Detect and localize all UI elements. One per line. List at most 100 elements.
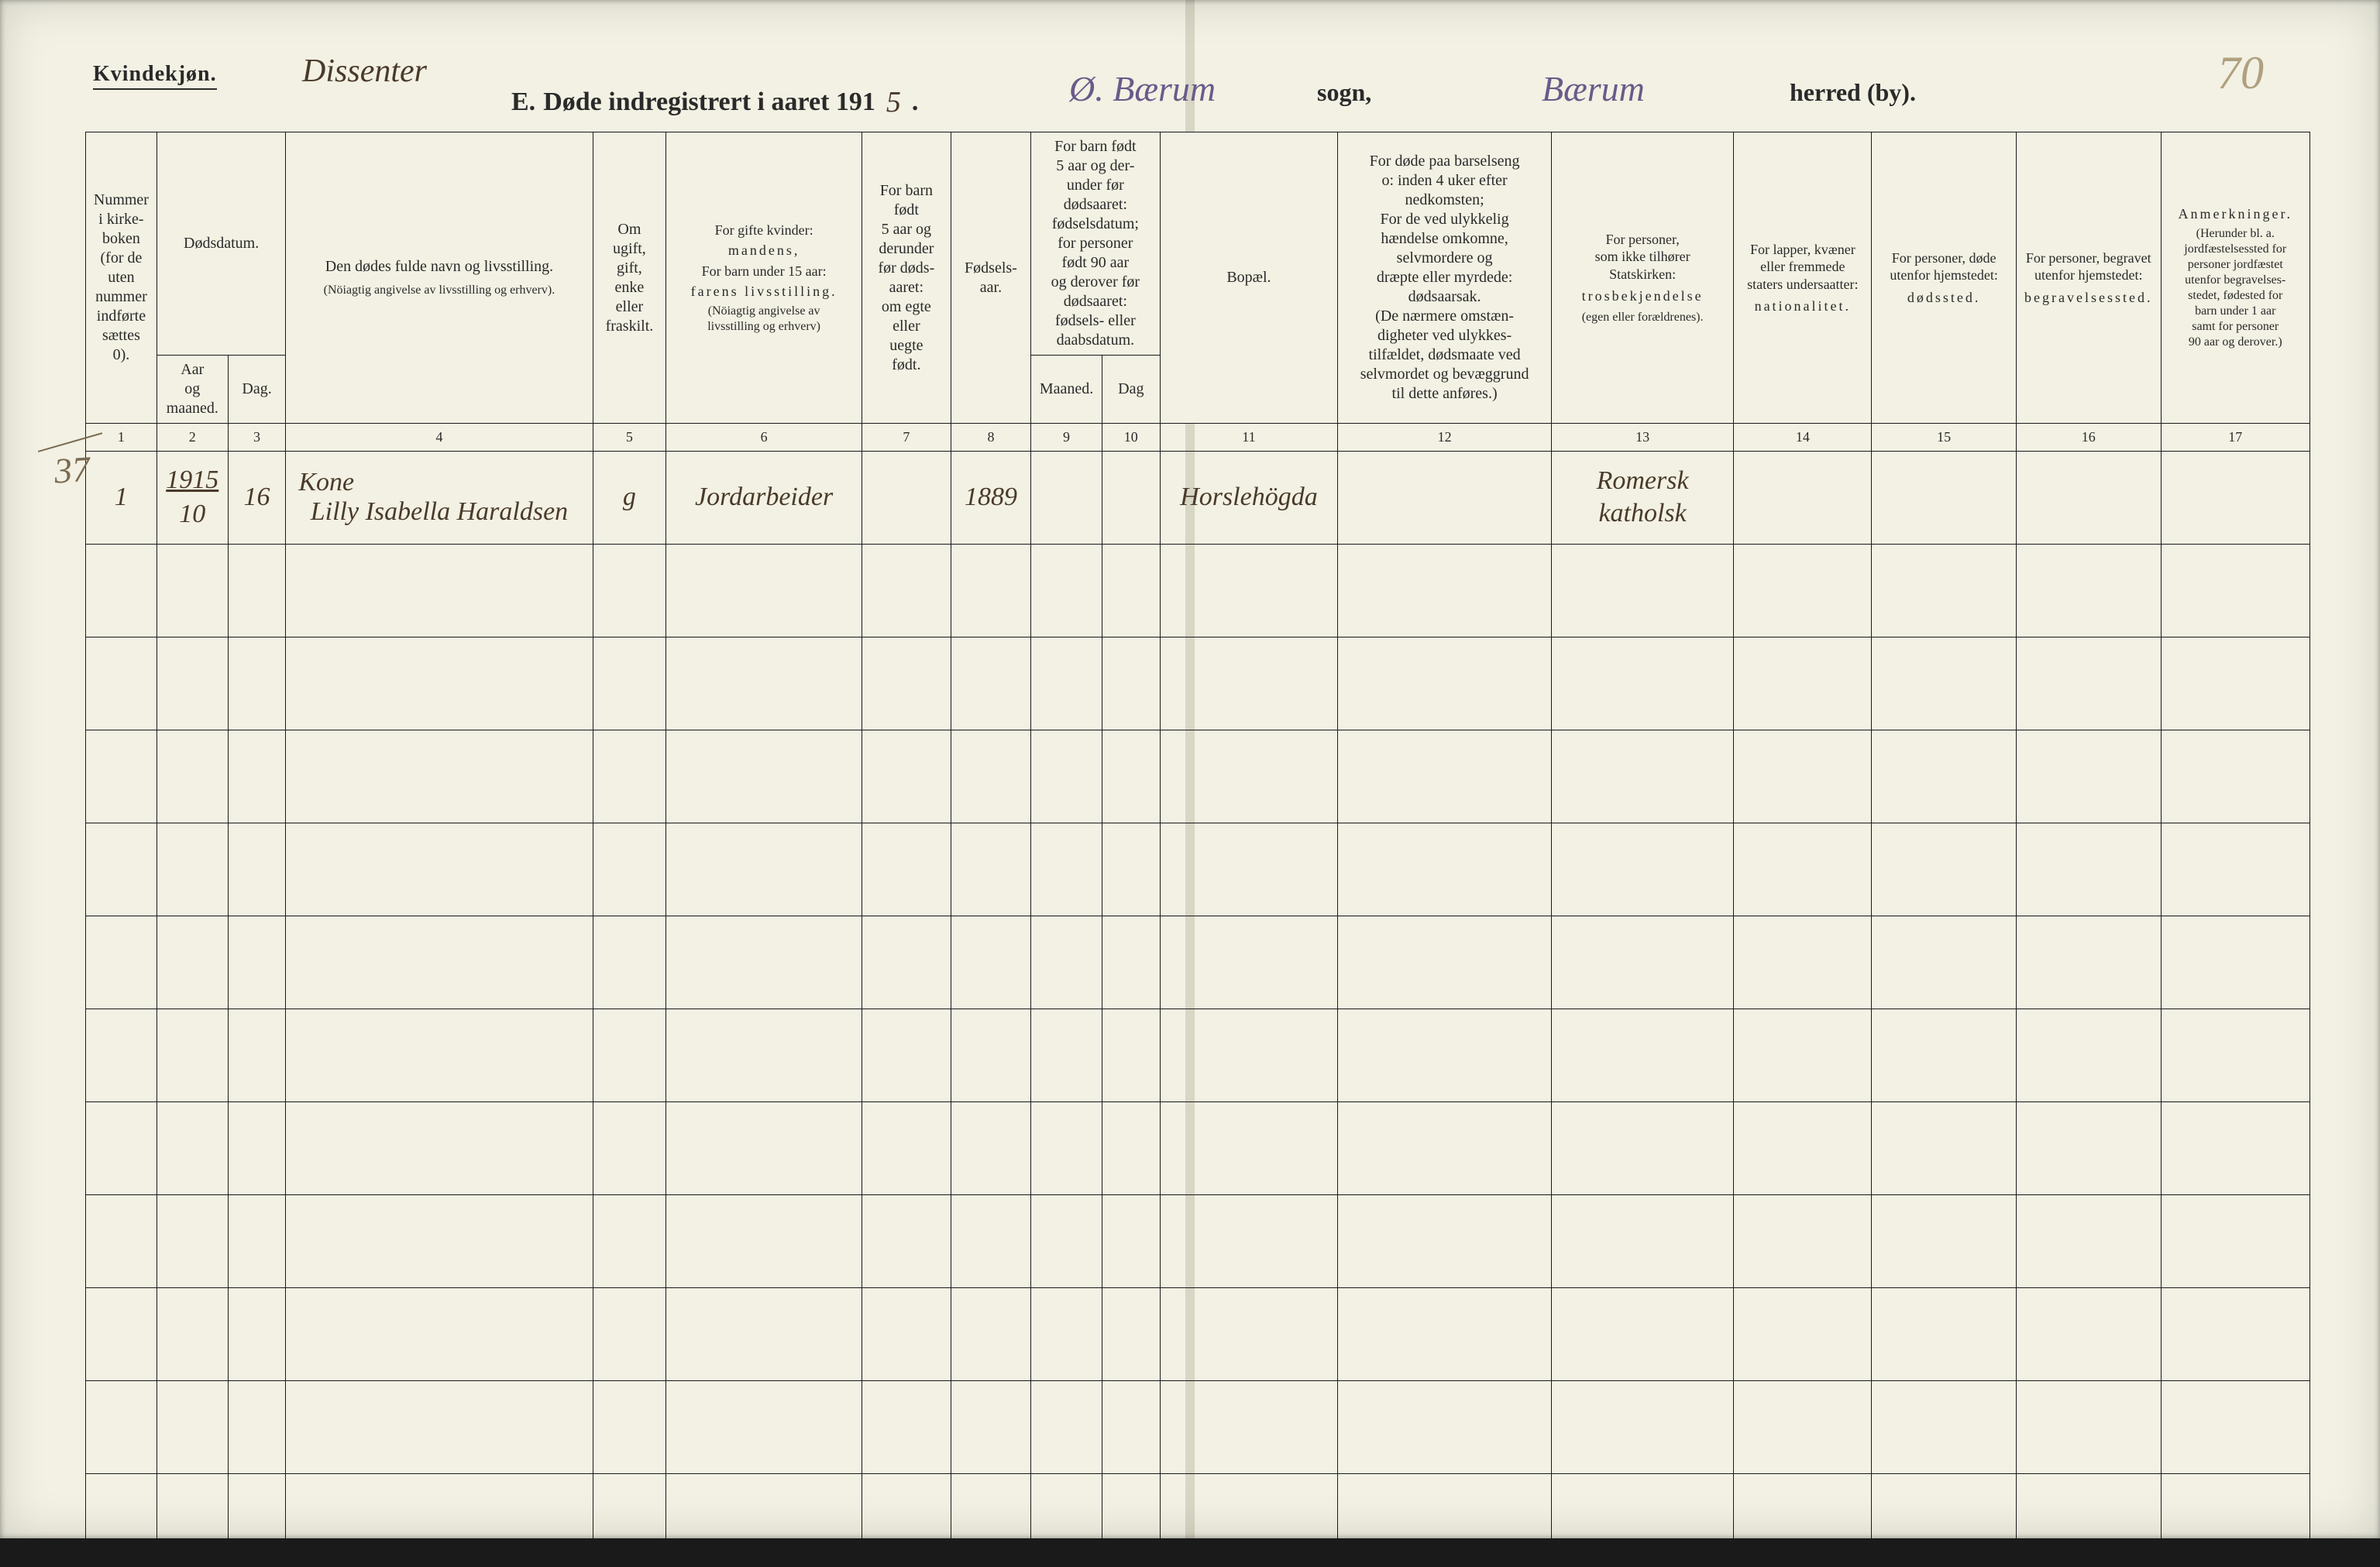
empty-cell: [228, 1101, 286, 1194]
empty-cell: [156, 1009, 228, 1101]
colnum: 6: [666, 424, 862, 452]
empty-cell: [951, 1194, 1030, 1287]
colnum: 12: [1338, 424, 1552, 452]
empty-cell: [286, 1473, 593, 1566]
empty-cell: [1102, 1101, 1160, 1194]
c15-top: For personer, dødeutenfor hjemstedet:: [1876, 249, 2011, 284]
empty-cell: [862, 916, 951, 1009]
cell-tros: Romersk katholsk: [1551, 451, 1733, 544]
c6-sub: (Nöiagtig angivelse avlivsstilling og er…: [671, 304, 857, 335]
empty-cell: [593, 1101, 666, 1194]
empty-cell: [1872, 916, 2017, 1009]
table-row: [86, 730, 2310, 823]
colnum: 1: [86, 424, 157, 452]
empty-cell: [228, 1009, 286, 1101]
empty-cell: [1872, 637, 2017, 730]
empty-cell: [1338, 1101, 1552, 1194]
empty-cell: [593, 1287, 666, 1380]
empty-cell: [86, 637, 157, 730]
empty-cell: [1031, 1380, 1102, 1473]
empty-cell: [951, 1380, 1030, 1473]
cell-f-dag: [1102, 451, 1160, 544]
empty-cell: [1551, 1473, 1733, 1566]
empty-cell: [666, 544, 862, 637]
cell-dag: 16: [228, 451, 286, 544]
colnum: 16: [2016, 424, 2161, 452]
cell-kone: Kone: [291, 466, 587, 500]
empty-cell: [1160, 1380, 1338, 1473]
empty-cell: [1102, 1009, 1160, 1101]
district-name-handwritten: Bærum: [1542, 68, 1759, 110]
empty-cell: [1102, 916, 1160, 1009]
empty-cell: [593, 1380, 666, 1473]
table-row: [86, 1101, 2310, 1194]
empty-cell: [1734, 916, 1872, 1009]
district-block: Bærum herred (by).: [1542, 68, 1916, 110]
empty-cell: [2161, 916, 2309, 1009]
colnum: 17: [2161, 424, 2309, 452]
empty-cell: [2016, 1009, 2161, 1101]
parish-name-handwritten: Ø. Bærum: [1069, 68, 1286, 110]
empty-cell: [86, 544, 157, 637]
colnum: 11: [1160, 424, 1338, 452]
empty-cell: [286, 823, 593, 916]
empty-cell: [593, 1009, 666, 1101]
empty-cell: [1031, 730, 1102, 823]
empty-cell: [666, 1101, 862, 1194]
empty-cell: [1031, 823, 1102, 916]
empty-cell: [1160, 730, 1338, 823]
empty-cell: [1734, 1380, 1872, 1473]
c16-mid: begravelsessted.: [2021, 289, 2156, 307]
table-row: [86, 1473, 2310, 1566]
empty-cell: [286, 544, 593, 637]
empty-cell: [2016, 1473, 2161, 1566]
empty-cell: [593, 1194, 666, 1287]
empty-cell: [666, 1287, 862, 1380]
cell-dodsaarsak: [1338, 451, 1552, 544]
empty-cell: [1160, 1009, 1338, 1101]
empty-cell: [1338, 1287, 1552, 1380]
empty-cell: [286, 637, 593, 730]
colnum: 5: [593, 424, 666, 452]
cell-begravelse: [2016, 451, 2161, 544]
empty-cell: [1160, 1101, 1338, 1194]
empty-cell: [86, 1473, 157, 1566]
empty-cell: [862, 544, 951, 637]
column-number-row: 1 2 3 4 5 6 7 8 9 10 11 12 13 14 15 16 1…: [86, 424, 2310, 452]
cell-egte: [862, 451, 951, 544]
empty-cell: [1551, 916, 1733, 1009]
empty-cell: [2161, 1473, 2309, 1566]
district-label: herred (by).: [1790, 78, 1916, 107]
empty-cell: [1102, 1287, 1160, 1380]
empty-cell: [2016, 730, 2161, 823]
empty-cell: [86, 823, 157, 916]
empty-cell: [1551, 1194, 1733, 1287]
empty-cell: [156, 1101, 228, 1194]
empty-cell: [1102, 1473, 1160, 1566]
empty-cell: [1102, 637, 1160, 730]
col-header-tros: For personer,som ikke tilhørerStatskirke…: [1551, 132, 1733, 424]
empty-cell: [86, 730, 157, 823]
empty-cell: [951, 544, 1030, 637]
empty-cell: [286, 730, 593, 823]
empty-cell: [862, 1380, 951, 1473]
empty-cell: [86, 916, 157, 1009]
empty-cell: [156, 1287, 228, 1380]
empty-cell: [2161, 823, 2309, 916]
empty-cell: [951, 730, 1030, 823]
empty-cell: [1160, 544, 1338, 637]
empty-cell: [1031, 916, 1102, 1009]
empty-cell: [1734, 544, 1872, 637]
table-row: [86, 916, 2310, 1009]
empty-cell: [228, 1473, 286, 1566]
table-row: [86, 637, 2310, 730]
empty-cell: [1160, 1287, 1338, 1380]
empty-cell: [1031, 1194, 1102, 1287]
empty-cell: [1872, 1009, 2017, 1101]
empty-cell: [86, 1287, 157, 1380]
c6-mid: mandens,: [671, 242, 857, 259]
c17-sub: (Herunder bl. a.jordfæstelsessted forper…: [2166, 226, 2305, 350]
empty-cell: [2161, 1380, 2309, 1473]
empty-cell: [156, 544, 228, 637]
empty-cell: [1872, 544, 2017, 637]
